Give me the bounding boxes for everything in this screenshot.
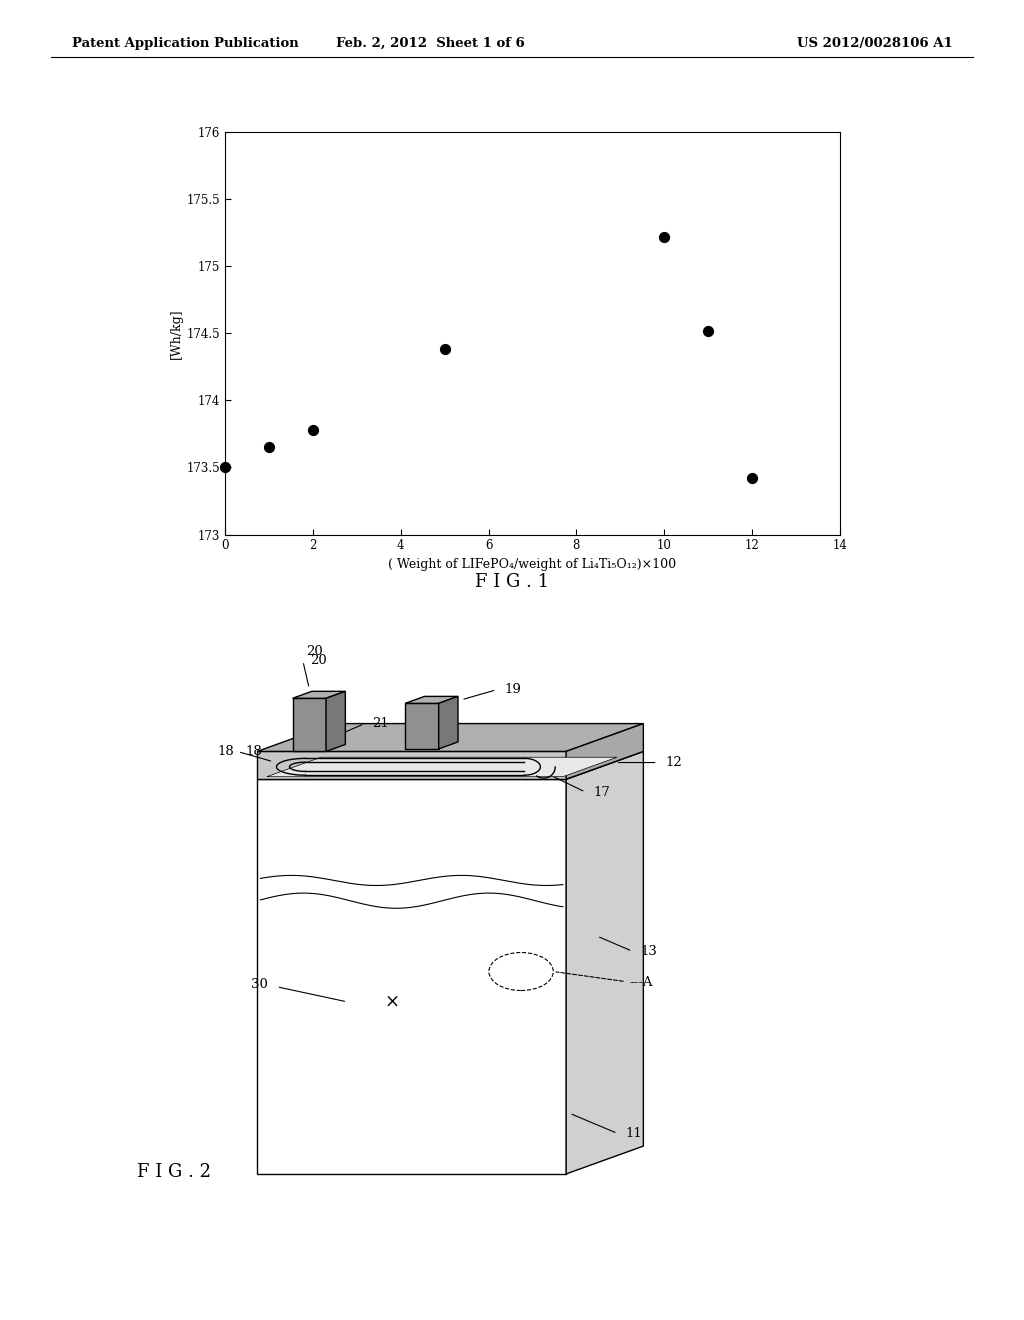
Polygon shape [267, 758, 617, 776]
Text: 18: 18 [218, 744, 234, 758]
Polygon shape [257, 751, 566, 779]
Polygon shape [566, 723, 643, 779]
Polygon shape [257, 751, 643, 779]
Text: 17: 17 [593, 785, 610, 799]
Polygon shape [326, 692, 345, 751]
Text: 18: 18 [246, 744, 262, 758]
Text: US 2012/0028106 A1: US 2012/0028106 A1 [797, 37, 952, 50]
Text: 11: 11 [626, 1127, 642, 1140]
Polygon shape [293, 698, 326, 751]
Point [743, 467, 760, 488]
Polygon shape [257, 723, 643, 751]
Text: F I G . 2: F I G . 2 [137, 1163, 211, 1181]
X-axis label: ( Weight of LIFePO₄/weight of Li₄Ti₅O₁₂)×100: ( Weight of LIFePO₄/weight of Li₄Ti₅O₁₂)… [388, 558, 677, 572]
Text: ×: × [385, 993, 400, 1011]
Point [656, 226, 673, 247]
Polygon shape [438, 697, 458, 748]
Point [305, 420, 322, 441]
Polygon shape [406, 704, 438, 748]
Text: F I G . 1: F I G . 1 [475, 573, 549, 591]
Polygon shape [257, 779, 566, 1173]
Polygon shape [406, 697, 458, 704]
Polygon shape [566, 751, 643, 1173]
Point [261, 437, 278, 458]
Text: 20: 20 [310, 655, 328, 668]
Text: Feb. 2, 2012  Sheet 1 of 6: Feb. 2, 2012 Sheet 1 of 6 [336, 37, 524, 50]
Text: 20: 20 [306, 645, 323, 659]
Point [217, 457, 233, 478]
Text: 12: 12 [666, 756, 682, 770]
Text: 30: 30 [251, 978, 267, 991]
Polygon shape [293, 692, 345, 698]
Y-axis label: [Wh/kg]: [Wh/kg] [170, 308, 182, 359]
Text: 13: 13 [640, 945, 657, 958]
Text: 19: 19 [505, 684, 521, 696]
Text: Patent Application Publication: Patent Application Publication [72, 37, 298, 50]
Text: 21: 21 [373, 717, 389, 730]
Point [699, 319, 716, 341]
Text: ---A: ---A [629, 977, 652, 989]
Point [436, 339, 453, 360]
